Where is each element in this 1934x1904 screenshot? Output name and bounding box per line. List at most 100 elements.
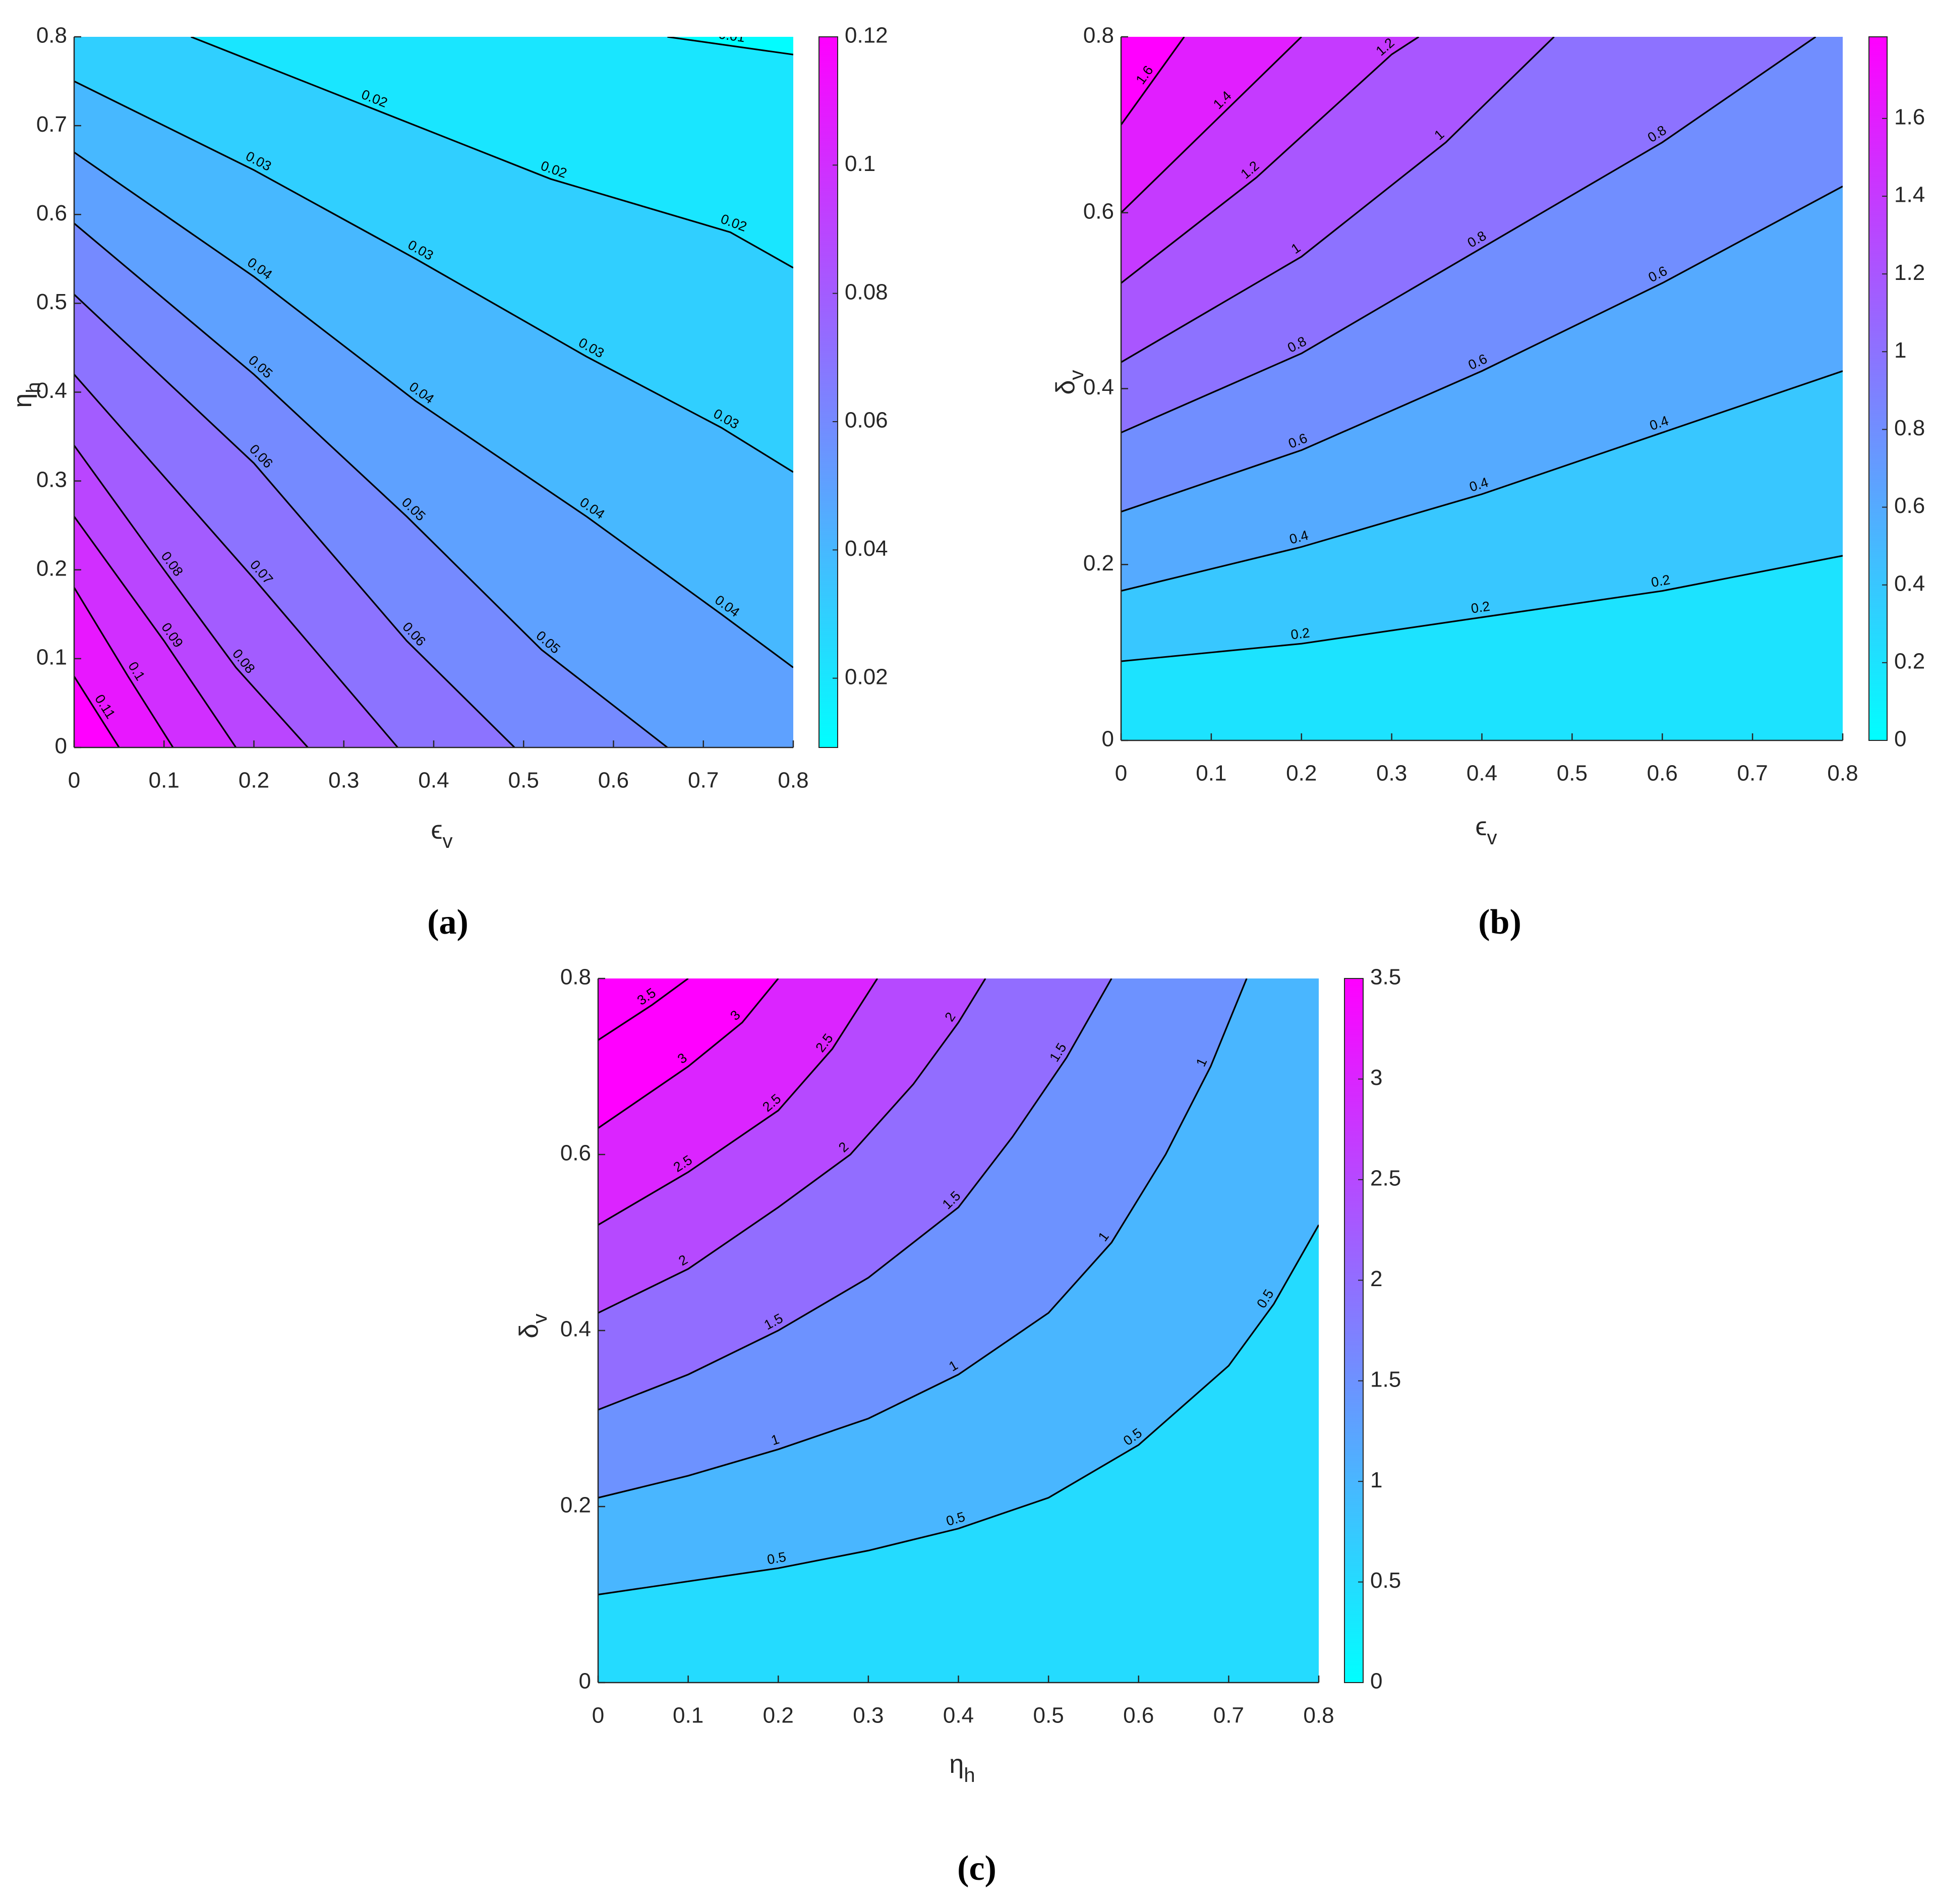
x-label-symbol: ϵ bbox=[431, 816, 443, 845]
x-tick-label: 0.7 bbox=[1737, 761, 1768, 786]
x-tick-label: 0.1 bbox=[673, 1703, 704, 1728]
contour-line bbox=[74, 587, 174, 747]
y-tick-label: 0.5 bbox=[36, 290, 67, 314]
contour-line bbox=[1121, 37, 1185, 126]
colorbar-tick-label: 0.08 bbox=[845, 279, 888, 304]
y-tick-label: 0 bbox=[55, 734, 67, 759]
y-label-subscript: v bbox=[529, 1314, 551, 1324]
y-tick-label: 0.2 bbox=[560, 1493, 591, 1518]
x-tick-label: 0.2 bbox=[239, 768, 269, 793]
y-tick-label: 0 bbox=[1102, 727, 1114, 752]
plot-area: 0.010.020.020.020.030.030.030.030.040.04… bbox=[74, 37, 793, 747]
x-tick-label: 0.5 bbox=[1557, 761, 1588, 786]
y-tick-label: 0.6 bbox=[1083, 199, 1114, 223]
x-label-symbol: η bbox=[949, 1750, 964, 1779]
contour-line bbox=[191, 37, 793, 269]
colorbar-tick-label: 0.06 bbox=[845, 408, 888, 433]
colorbar-tick-label: 1.6 bbox=[1894, 104, 1925, 129]
y-axis-label: ηh bbox=[8, 382, 45, 408]
contour-line bbox=[598, 978, 878, 1226]
plot-area: 0.50.50.50.511111.51.51.52222.52.52.5333… bbox=[598, 978, 1319, 1683]
contour-line bbox=[667, 37, 793, 55]
x-tick-label: 0.4 bbox=[943, 1703, 974, 1728]
x-tick-label: 0.3 bbox=[328, 768, 359, 793]
x-label-symbol: ϵ bbox=[1476, 812, 1487, 841]
y-tick-label: 0 bbox=[579, 1669, 591, 1694]
y-axis-label: δv bbox=[1051, 370, 1088, 395]
colorbar-tick-label: 3 bbox=[1370, 1065, 1382, 1090]
y-label-symbol: η bbox=[8, 393, 37, 408]
contour-line bbox=[1121, 37, 1420, 284]
contour-fill bbox=[74, 587, 173, 747]
y-label-symbol: δ bbox=[514, 1324, 544, 1339]
y-tick-label: 0.4 bbox=[1083, 375, 1114, 399]
contour-line bbox=[74, 445, 309, 747]
contour-line bbox=[598, 978, 689, 1041]
colorbar-tick-label: 1 bbox=[1894, 338, 1906, 363]
colorbar-tick-label: 0 bbox=[1894, 727, 1906, 752]
caption: (b) bbox=[1478, 903, 1521, 942]
x-tick-label: 0.1 bbox=[149, 768, 180, 793]
y-tick-label: 0.7 bbox=[36, 112, 67, 137]
contour-line bbox=[74, 676, 120, 747]
contour-line bbox=[1121, 37, 1302, 213]
y-tick-label: 0.8 bbox=[560, 965, 591, 990]
colorbar-tick-label: 3.5 bbox=[1370, 965, 1401, 990]
colorbar-tick-label: 1 bbox=[1370, 1468, 1382, 1492]
x-tick-label: 0.7 bbox=[1213, 1703, 1244, 1728]
y-tick-label: 0.1 bbox=[36, 645, 67, 670]
x-label-subscript: h bbox=[964, 1764, 975, 1786]
x-axis-label: ηh bbox=[949, 1750, 975, 1786]
colorbar bbox=[818, 36, 838, 748]
contour-line bbox=[1121, 186, 1843, 513]
contour-label: 0.5 bbox=[766, 1549, 787, 1568]
y-tick-label: 0.8 bbox=[36, 23, 67, 48]
x-tick-label: 0.8 bbox=[1827, 761, 1858, 786]
x-tick-label: 0 bbox=[592, 1703, 604, 1728]
x-tick-label: 0.4 bbox=[1467, 761, 1497, 786]
y-label-subscript: h bbox=[23, 382, 45, 393]
x-tick-label: 0.6 bbox=[1647, 761, 1678, 786]
x-tick-label: 0.5 bbox=[508, 768, 539, 793]
colorbar-tick-label: 2.5 bbox=[1370, 1166, 1401, 1190]
y-tick-label: 0.6 bbox=[560, 1141, 591, 1166]
y-label-subscript: v bbox=[1066, 370, 1088, 380]
colorbar-tick-label: 0.4 bbox=[1894, 571, 1925, 596]
y-tick-label: 0.6 bbox=[36, 201, 67, 225]
y-tick-label: 0.4 bbox=[560, 1317, 591, 1342]
colorbar-tick-label: 0.12 bbox=[845, 23, 888, 48]
colorbar-tick-label: 1.2 bbox=[1894, 260, 1925, 285]
contour-line bbox=[598, 978, 779, 1129]
colorbar-tick-label: 1.5 bbox=[1370, 1367, 1401, 1392]
x-tick-label: 0.3 bbox=[853, 1703, 884, 1728]
colorbar-tick-label: 0.8 bbox=[1894, 416, 1925, 440]
colorbar-tick-label: 0.6 bbox=[1894, 493, 1925, 518]
y-tick-label: 0.2 bbox=[1083, 551, 1114, 575]
colorbar-tick-label: 0.2 bbox=[1894, 649, 1925, 673]
x-axis-label: ϵv bbox=[1476, 812, 1497, 849]
contour-fill bbox=[598, 978, 779, 1128]
contour-line bbox=[1121, 37, 1816, 434]
x-axis-label: ϵv bbox=[431, 816, 453, 852]
contour-line bbox=[1121, 370, 1843, 592]
colorbar-tick-label: 0.1 bbox=[845, 151, 875, 176]
colorbar-tick-label: 0.02 bbox=[845, 664, 888, 689]
x-tick-label: 0.8 bbox=[1303, 1703, 1334, 1728]
contour-line bbox=[598, 978, 1248, 1499]
contour-line bbox=[598, 978, 986, 1314]
contour-label: 0.2 bbox=[1650, 572, 1671, 590]
contour-label: 0.2 bbox=[1290, 625, 1311, 642]
y-tick-label: 0.8 bbox=[1083, 23, 1114, 48]
x-tick-label: 0.2 bbox=[1286, 761, 1317, 786]
contour-line bbox=[74, 151, 793, 668]
colorbar bbox=[1344, 978, 1364, 1683]
colorbar-tick-label: 1.4 bbox=[1894, 183, 1925, 207]
x-tick-label: 0.4 bbox=[418, 768, 449, 793]
x-label-subscript: v bbox=[1487, 827, 1497, 849]
x-tick-label: 0.2 bbox=[763, 1703, 794, 1728]
x-tick-label: 0.1 bbox=[1196, 761, 1226, 786]
x-tick-label: 0.8 bbox=[778, 768, 808, 793]
caption: (a) bbox=[427, 903, 468, 942]
x-tick-label: 0 bbox=[68, 768, 80, 793]
